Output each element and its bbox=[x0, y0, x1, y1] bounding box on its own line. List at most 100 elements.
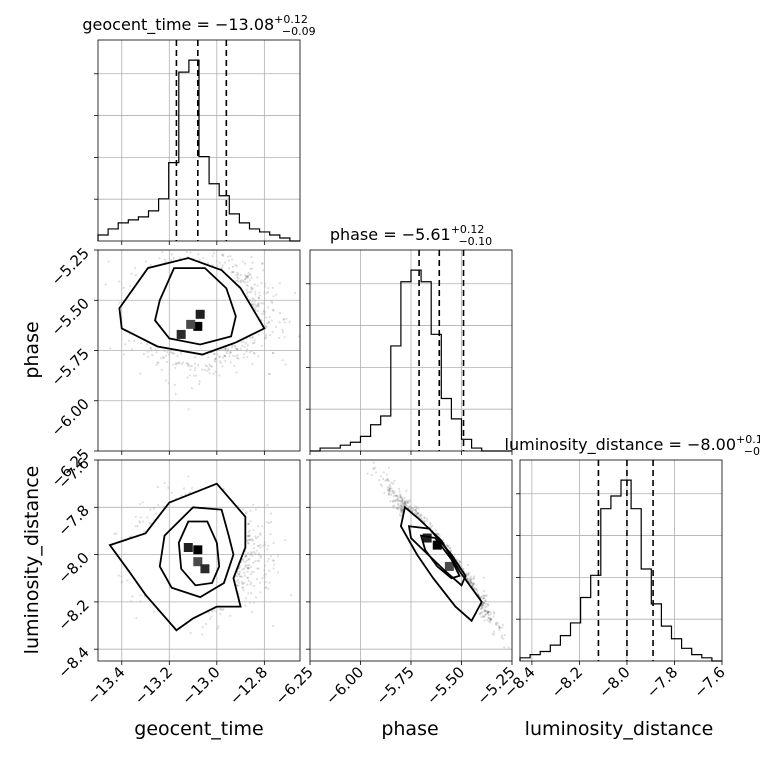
sample-point bbox=[242, 589, 245, 592]
sample-point bbox=[253, 352, 256, 355]
sample-point bbox=[251, 336, 254, 339]
sample-point bbox=[251, 297, 254, 300]
sample-point bbox=[254, 552, 257, 555]
sample-point bbox=[218, 360, 221, 363]
sample-point bbox=[267, 287, 270, 290]
sample-point bbox=[162, 356, 165, 360]
sample-point bbox=[139, 372, 142, 375]
sample-point bbox=[236, 584, 239, 587]
sample-point bbox=[259, 533, 262, 536]
sample-point bbox=[149, 346, 152, 349]
sample-point bbox=[247, 523, 250, 526]
sample-point bbox=[290, 594, 293, 597]
sample-point bbox=[130, 272, 133, 275]
sample-point bbox=[194, 366, 197, 370]
sample-point bbox=[138, 521, 142, 524]
sample-point bbox=[128, 339, 131, 342]
sample-point bbox=[218, 374, 221, 377]
sample-point bbox=[107, 260, 110, 263]
sample-point bbox=[254, 535, 257, 538]
sample-point bbox=[186, 376, 189, 379]
sample-point bbox=[252, 570, 255, 574]
sample-point bbox=[399, 496, 403, 499]
sample-point bbox=[135, 616, 138, 620]
sample-point bbox=[493, 633, 496, 636]
sample-point bbox=[164, 354, 167, 358]
sample-point bbox=[252, 305, 255, 308]
sample-point bbox=[240, 341, 243, 344]
sample-point bbox=[207, 356, 210, 359]
sample-point bbox=[208, 372, 211, 375]
sample-point bbox=[222, 608, 225, 611]
sample-point bbox=[254, 290, 257, 293]
sample-point bbox=[186, 362, 189, 365]
sample-point bbox=[257, 559, 261, 562]
sample-point bbox=[230, 271, 233, 274]
sample-point bbox=[264, 580, 267, 584]
sample-point bbox=[241, 582, 244, 585]
sample-point bbox=[247, 535, 250, 538]
sample-point bbox=[271, 301, 274, 305]
sample-point bbox=[236, 572, 239, 575]
sample-point bbox=[487, 610, 490, 613]
sample-point bbox=[246, 275, 249, 278]
sample-point bbox=[283, 336, 286, 339]
sample-point bbox=[483, 596, 486, 599]
sample-point bbox=[157, 504, 160, 507]
sample-point bbox=[254, 596, 258, 599]
sample-point bbox=[222, 253, 225, 256]
sample-point bbox=[244, 561, 247, 564]
sample-point bbox=[249, 273, 252, 276]
sample-point bbox=[271, 308, 275, 312]
sample-point bbox=[266, 560, 269, 563]
sample-point bbox=[246, 566, 249, 569]
sample-point bbox=[160, 368, 163, 371]
sample-point bbox=[246, 355, 249, 358]
sample-point bbox=[221, 356, 225, 359]
sample-point bbox=[237, 584, 240, 587]
sample-point bbox=[249, 573, 252, 576]
sample-point bbox=[248, 535, 251, 538]
sample-point bbox=[231, 265, 235, 269]
sample-point bbox=[272, 295, 275, 298]
sample-point bbox=[163, 481, 166, 484]
sample-point bbox=[174, 362, 177, 365]
sample-point bbox=[224, 348, 227, 351]
sample-point bbox=[301, 545, 303, 547]
sample-point bbox=[219, 612, 222, 615]
sample-point bbox=[423, 516, 426, 519]
sample-point bbox=[198, 380, 201, 383]
sample-point bbox=[256, 544, 259, 548]
sample-point bbox=[201, 626, 204, 629]
sample-point bbox=[177, 361, 181, 364]
sample-point bbox=[260, 282, 263, 285]
sample-point bbox=[166, 351, 169, 354]
sample-point bbox=[252, 302, 255, 306]
sample-point bbox=[264, 316, 268, 319]
sample-point bbox=[226, 255, 230, 258]
sample-point bbox=[273, 563, 276, 566]
sample-point bbox=[237, 280, 240, 283]
sample-point bbox=[123, 353, 126, 356]
sample-point bbox=[271, 330, 274, 334]
sample-point bbox=[247, 541, 250, 545]
sample-point bbox=[219, 607, 222, 610]
sample-point bbox=[243, 574, 247, 577]
sample-point bbox=[226, 348, 229, 351]
sample-point bbox=[267, 321, 271, 324]
sample-point bbox=[264, 586, 267, 590]
sample-point bbox=[250, 610, 254, 614]
sample-point bbox=[201, 368, 204, 371]
sample-point bbox=[170, 491, 174, 494]
sample-point bbox=[259, 546, 262, 549]
sample-point bbox=[272, 624, 275, 628]
sample-point bbox=[205, 365, 209, 368]
sample-point bbox=[235, 264, 238, 268]
sample-point bbox=[278, 321, 281, 324]
sample-point bbox=[246, 570, 249, 573]
sample-point bbox=[104, 283, 107, 286]
sample-point bbox=[235, 371, 238, 374]
sample-point bbox=[267, 306, 270, 309]
sample-point bbox=[257, 302, 260, 305]
sample-point bbox=[272, 559, 275, 562]
